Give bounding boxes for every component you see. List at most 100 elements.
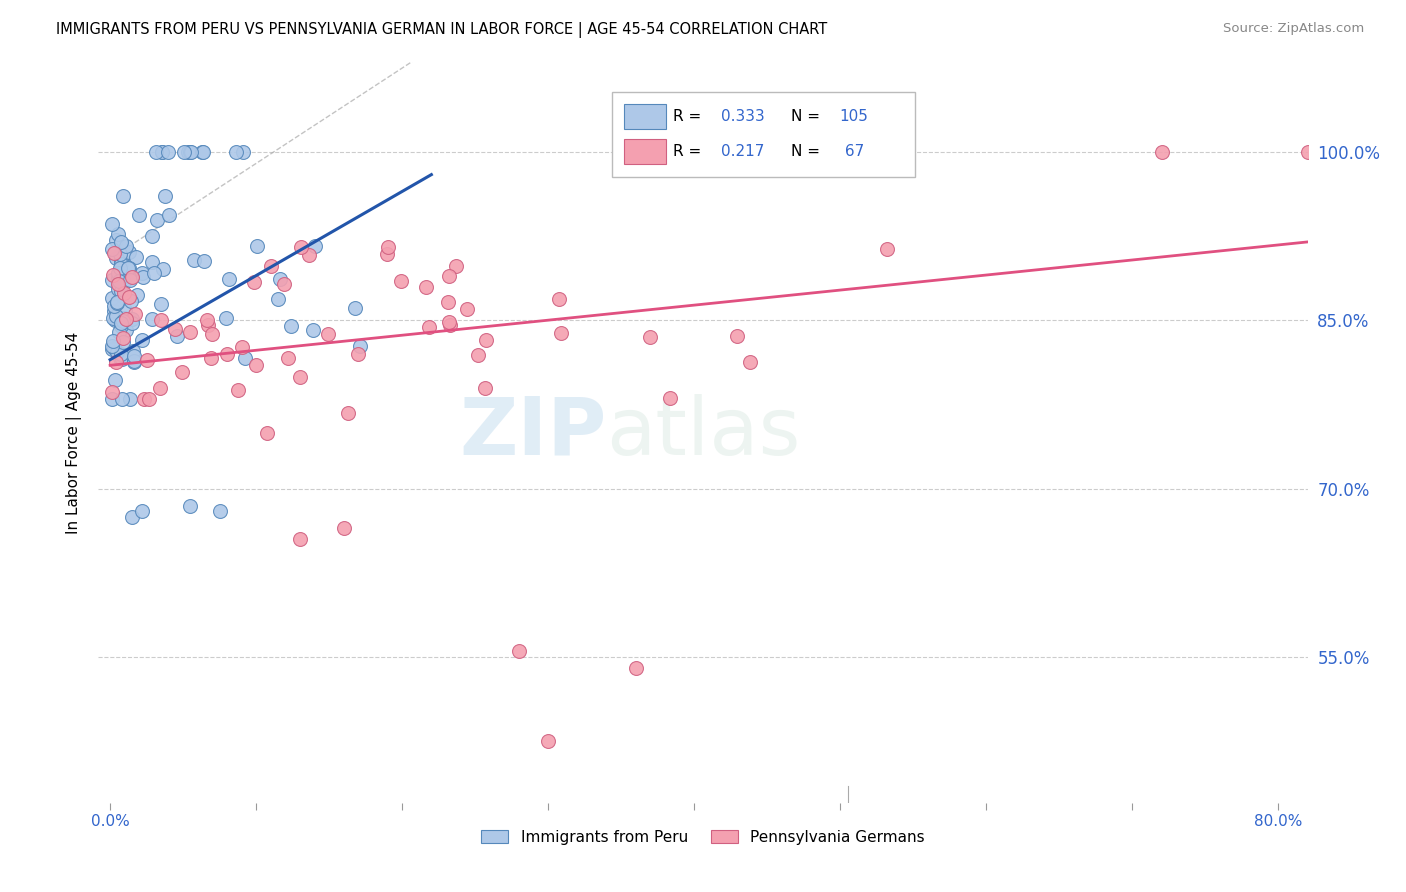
Point — [273, 277, 295, 291]
Point — [179, 499, 201, 513]
Point — [100, 339, 122, 353]
Point — [725, 329, 748, 343]
Point — [170, 365, 193, 379]
Text: R =: R = — [672, 144, 706, 159]
Point — [332, 521, 354, 535]
Point — [1296, 145, 1319, 160]
Point — [146, 213, 169, 227]
Point — [195, 313, 218, 327]
Point — [110, 284, 132, 298]
Point — [439, 315, 461, 329]
FancyBboxPatch shape — [624, 138, 665, 164]
Point — [125, 250, 148, 264]
Point — [456, 301, 478, 316]
Point — [197, 318, 219, 332]
Point — [120, 294, 142, 309]
Point — [267, 292, 290, 306]
Point — [179, 325, 201, 339]
Point — [337, 405, 360, 419]
Point — [111, 331, 134, 345]
Point — [105, 233, 128, 247]
Point — [349, 339, 371, 353]
Point — [232, 145, 254, 160]
Point — [103, 246, 125, 260]
Point — [269, 272, 291, 286]
Point — [245, 359, 267, 373]
Point — [120, 273, 142, 287]
Point — [347, 347, 370, 361]
Point — [474, 380, 496, 394]
Point — [104, 373, 127, 387]
Point — [105, 344, 128, 359]
Point — [288, 532, 311, 546]
FancyBboxPatch shape — [624, 103, 665, 129]
Point — [467, 348, 489, 362]
Point — [446, 259, 468, 273]
Point — [245, 239, 267, 253]
Point — [173, 145, 195, 160]
Point — [377, 239, 399, 253]
Point — [107, 282, 129, 296]
Point — [152, 262, 174, 277]
Point — [260, 259, 283, 273]
Point — [437, 268, 460, 283]
Point — [142, 266, 165, 280]
Point — [105, 295, 128, 310]
Point — [343, 301, 366, 315]
Point — [176, 145, 198, 160]
Point — [101, 268, 124, 282]
Point — [112, 314, 135, 328]
Point — [547, 292, 569, 306]
Point — [107, 266, 129, 280]
Point — [132, 392, 155, 406]
Point — [103, 341, 125, 355]
Point — [150, 145, 173, 160]
Point — [121, 311, 143, 326]
Text: 0.217: 0.217 — [721, 144, 765, 159]
Point — [107, 227, 129, 241]
Point — [122, 349, 145, 363]
Point — [740, 355, 762, 369]
Text: N =: N = — [792, 109, 825, 124]
Point — [132, 270, 155, 285]
Point — [100, 291, 122, 305]
Point — [101, 311, 124, 326]
Text: R =: R = — [672, 109, 706, 124]
Point — [190, 145, 212, 160]
Point — [118, 261, 141, 276]
Point — [114, 303, 136, 318]
Point — [233, 351, 256, 365]
Point — [100, 272, 122, 286]
Point — [104, 309, 127, 323]
Point — [112, 311, 135, 326]
Point — [243, 275, 266, 289]
Point — [193, 145, 215, 160]
Point — [105, 355, 128, 369]
Point — [163, 322, 186, 336]
Point — [145, 145, 167, 160]
Point — [141, 312, 163, 326]
Point — [112, 275, 135, 289]
Text: atlas: atlas — [606, 393, 800, 472]
Point — [201, 326, 224, 341]
Point — [108, 274, 131, 288]
Point — [115, 312, 138, 326]
Point — [550, 326, 572, 340]
Point — [131, 333, 153, 347]
Point — [110, 235, 132, 250]
Text: 0.0%: 0.0% — [91, 814, 129, 829]
Point — [128, 208, 150, 222]
Point — [112, 286, 135, 301]
Point — [108, 261, 131, 276]
Point — [110, 253, 132, 268]
Point — [124, 355, 146, 369]
Point — [100, 343, 122, 357]
Point — [153, 189, 176, 203]
Point — [101, 242, 124, 256]
Point — [193, 254, 215, 268]
Point — [288, 369, 311, 384]
Y-axis label: In Labor Force | Age 45-54: In Labor Force | Age 45-54 — [66, 332, 83, 533]
Point — [214, 311, 236, 326]
Point — [180, 145, 202, 160]
Point — [115, 238, 138, 252]
